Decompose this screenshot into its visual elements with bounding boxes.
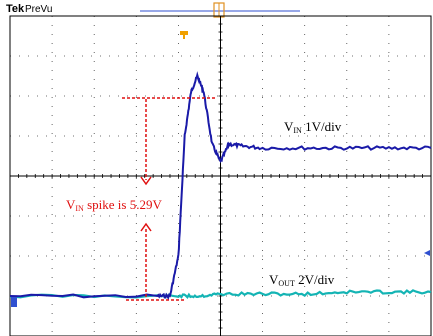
ground-marker-icon [11,297,17,307]
trigger-position-icon [180,31,188,39]
vout-label-scale: 2V/div [295,272,335,287]
vin-label-sub: IN [293,126,302,135]
spike-annotation: VIN spike is 5.29V [66,97,216,301]
vout-scale-label: VOUT 2V/div [269,272,335,288]
graticule [9,15,432,336]
vin-trace [9,71,432,301]
spike-up-arrowhead [140,222,152,232]
vin-scale-label: VIN 1V/div [284,119,342,135]
vout-label-sub: OUT [278,279,295,288]
spike-label-sub: IN [75,204,84,213]
header-bar [0,0,433,16]
traces-group [9,71,432,301]
vout-label-v: V [269,272,279,287]
brand-label: Tek [6,3,25,15]
reference-arrow-icon [424,250,430,256]
vin-label-v: V [284,119,294,134]
spike-down-arrowhead [140,176,152,186]
spike-label-v: V [66,197,76,212]
mode-label: PreVu [25,4,52,15]
vin-label-scale: 1V/div [302,119,342,134]
spike-label: VIN spike is 5.29V [66,197,162,213]
spike-label-rest: spike is 5.29V [84,197,163,212]
